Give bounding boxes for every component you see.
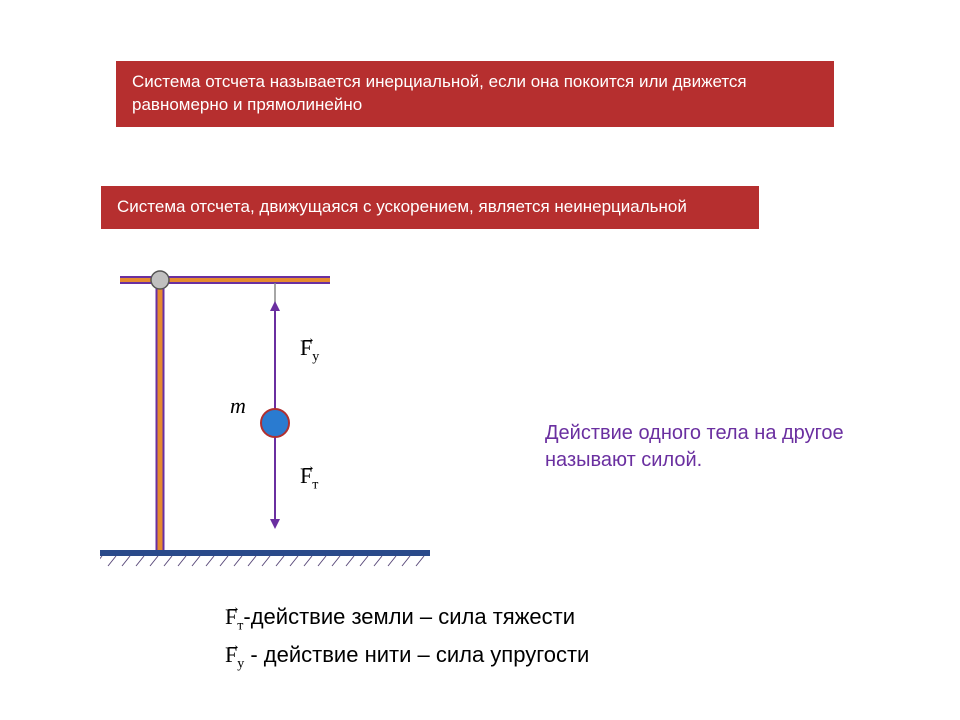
legend-gravity: → Fт -действие земли – сила тяжести	[225, 604, 575, 634]
legend-elastic: → Fу - действие нити – сила упругости	[225, 642, 589, 672]
vector-arrow-icon: →	[225, 637, 238, 655]
definition-box-inertial: Система отсчета называется инерциальной,…	[115, 60, 835, 128]
diagram-svg	[100, 265, 460, 585]
vector-arrow-icon: →	[300, 330, 313, 348]
definition-box-noninertial: Система отсчета, движущаяся с ускорением…	[100, 185, 760, 230]
vector-arrow-icon: →	[225, 599, 238, 617]
force-up-label: → Fу	[300, 335, 319, 365]
definition-text-2: Система отсчета, движущаяся с ускорением…	[117, 197, 687, 216]
mass-label: m	[230, 393, 246, 419]
vector-arrow-icon: →	[300, 458, 313, 476]
force-down-label: → Fт	[300, 463, 318, 493]
force-definition-text: Действие одного тела на другое называют …	[545, 420, 875, 474]
pendulum-diagram: m → Fу → Fт	[100, 265, 460, 585]
definition-text-1: Система отсчета называется инерциальной,…	[132, 72, 747, 114]
